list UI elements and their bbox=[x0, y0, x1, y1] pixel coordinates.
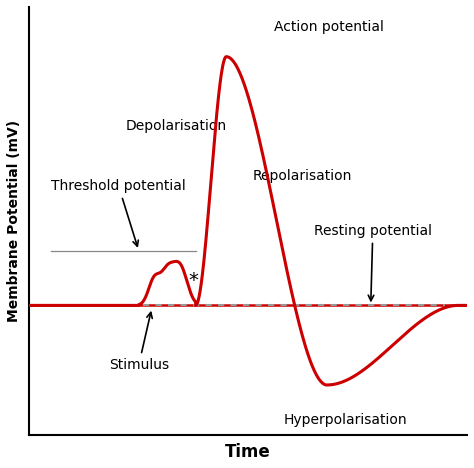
Text: *: * bbox=[189, 271, 199, 290]
Text: Depolarisation: Depolarisation bbox=[126, 119, 227, 133]
X-axis label: Time: Time bbox=[225, 443, 271, 461]
Y-axis label: Membrane Potential (mV): Membrane Potential (mV) bbox=[7, 120, 21, 322]
Text: Repolarisation: Repolarisation bbox=[253, 169, 352, 183]
Text: Action potential: Action potential bbox=[274, 20, 384, 34]
Text: Stimulus: Stimulus bbox=[109, 313, 169, 372]
Text: Threshold potential: Threshold potential bbox=[51, 179, 186, 246]
Text: Hyperpolarisation: Hyperpolarisation bbox=[283, 413, 407, 427]
Text: Resting potential: Resting potential bbox=[314, 224, 432, 301]
